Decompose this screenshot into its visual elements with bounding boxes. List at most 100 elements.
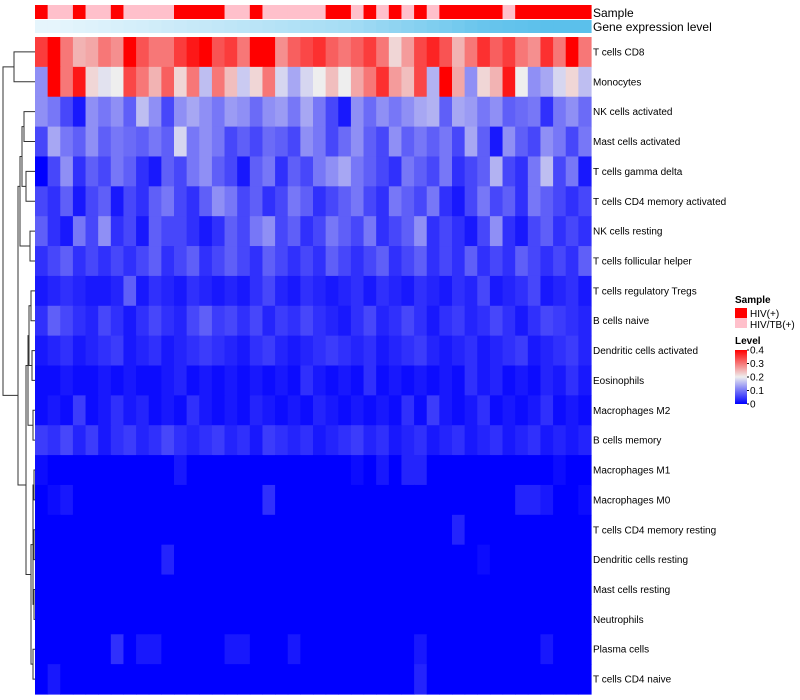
heatmap-cell <box>515 455 529 486</box>
sample-annotation-cell <box>464 5 478 19</box>
heatmap-cell <box>489 484 504 516</box>
heatmap-cell <box>136 514 150 546</box>
heatmap-cell <box>439 455 453 486</box>
heatmap-cell <box>224 275 238 307</box>
dendrogram-branch <box>25 365 31 576</box>
legend-swatch-hiv <box>735 308 747 318</box>
heatmap-cell <box>565 425 579 456</box>
heatmap-cell <box>300 186 314 217</box>
heatmap-cell <box>338 96 352 128</box>
heatmap-cell <box>249 216 264 247</box>
heatmap-cell <box>502 514 516 546</box>
heatmap-cell <box>174 66 188 98</box>
heatmap-cell <box>350 664 365 695</box>
row-label: T cells regulatory Tregs <box>593 286 697 297</box>
heatmap-cell <box>401 96 415 128</box>
heatmap-cell <box>363 664 377 695</box>
heatmap-cell <box>47 66 61 98</box>
sample-annotation-cell <box>123 5 137 19</box>
heatmap-cell <box>313 305 327 337</box>
sample-annotation-cell <box>199 5 213 19</box>
heatmap-cell <box>414 484 428 516</box>
heatmap-cell <box>439 574 453 606</box>
heatmap-cell <box>565 275 579 307</box>
sample-annotation-cell <box>515 5 529 19</box>
heatmap-cell <box>72 37 87 68</box>
heatmap-cell <box>60 186 74 217</box>
heatmap-cell <box>47 544 61 576</box>
heatmap-cell <box>477 634 491 665</box>
heatmap-cell <box>426 604 440 635</box>
heatmap-cell <box>565 514 579 546</box>
heatmap-cell <box>540 275 554 307</box>
heatmap-cell <box>363 126 377 158</box>
heatmap-cell <box>237 544 251 576</box>
heatmap-cell <box>262 395 276 426</box>
heatmap-cell <box>540 455 554 486</box>
row-label: B cells naive <box>593 316 650 327</box>
heatmap-cell <box>148 425 162 456</box>
heatmap-cell <box>414 186 428 217</box>
heatmap-cell <box>72 395 87 426</box>
heatmap-cell <box>363 604 377 635</box>
heatmap-cell <box>123 66 137 98</box>
sample-annotation-cell <box>477 5 491 19</box>
heatmap-cell <box>174 37 188 68</box>
heatmap-cell <box>414 275 428 307</box>
heatmap-cell <box>452 604 466 635</box>
heatmap-cell <box>540 216 554 247</box>
heatmap-cell <box>123 634 137 665</box>
heatmap-cell <box>211 37 226 68</box>
heatmap-cell <box>464 484 478 516</box>
heatmap-cell <box>565 156 579 187</box>
heatmap-cell <box>110 66 125 98</box>
heatmap-cell <box>376 395 390 426</box>
row-label: NK cells activated <box>593 107 672 118</box>
heatmap-cell <box>211 604 226 635</box>
heatmap-cell <box>313 66 327 98</box>
heatmap-cell <box>98 365 112 396</box>
heatmap-cell <box>110 186 125 217</box>
heatmap-cell <box>439 484 453 516</box>
heatmap-cell <box>136 96 150 128</box>
heatmap-cell <box>224 335 238 367</box>
heatmap-cell <box>515 664 529 695</box>
heatmap-cell <box>401 126 415 158</box>
gene-annotation-cell <box>502 20 516 33</box>
heatmap-cell <box>199 186 213 217</box>
heatmap-cell <box>464 186 478 217</box>
heatmap-cell <box>275 275 289 307</box>
heatmap-cell <box>98 216 112 247</box>
heatmap-cell <box>199 156 213 187</box>
gene-annotation-cell <box>313 20 327 33</box>
heatmap-cell <box>224 544 238 576</box>
heatmap-cell <box>578 186 592 217</box>
heatmap-cell <box>338 126 352 158</box>
heatmap-cell <box>452 305 466 337</box>
heatmap-cell <box>161 634 175 665</box>
heatmap-cell <box>300 96 314 128</box>
heatmap-cell <box>224 186 238 217</box>
heatmap-cell <box>186 126 200 158</box>
gene-annotation-cell <box>148 20 162 33</box>
heatmap-cell <box>211 156 226 187</box>
heatmap-cell <box>224 425 238 456</box>
heatmap-cell <box>527 216 542 247</box>
heatmap-cell <box>489 216 504 247</box>
heatmap-cell <box>136 275 150 307</box>
heatmap-cell <box>363 216 377 247</box>
dendrogram-branch <box>33 529 35 561</box>
heatmap-cell <box>136 484 150 516</box>
heatmap-cell <box>540 156 554 187</box>
heatmap-cell <box>565 246 579 277</box>
heatmap-cell <box>85 37 99 68</box>
heatmap-cell <box>35 275 49 307</box>
heatmap-cell <box>553 574 567 606</box>
heatmap-cell <box>578 455 592 486</box>
heatmap-cell <box>502 455 516 486</box>
heatmap-cell <box>35 246 49 277</box>
heatmap-cell <box>527 544 542 576</box>
heatmap-cell <box>110 664 125 695</box>
heatmap-cell <box>527 604 542 635</box>
heatmap-cell <box>85 395 99 426</box>
